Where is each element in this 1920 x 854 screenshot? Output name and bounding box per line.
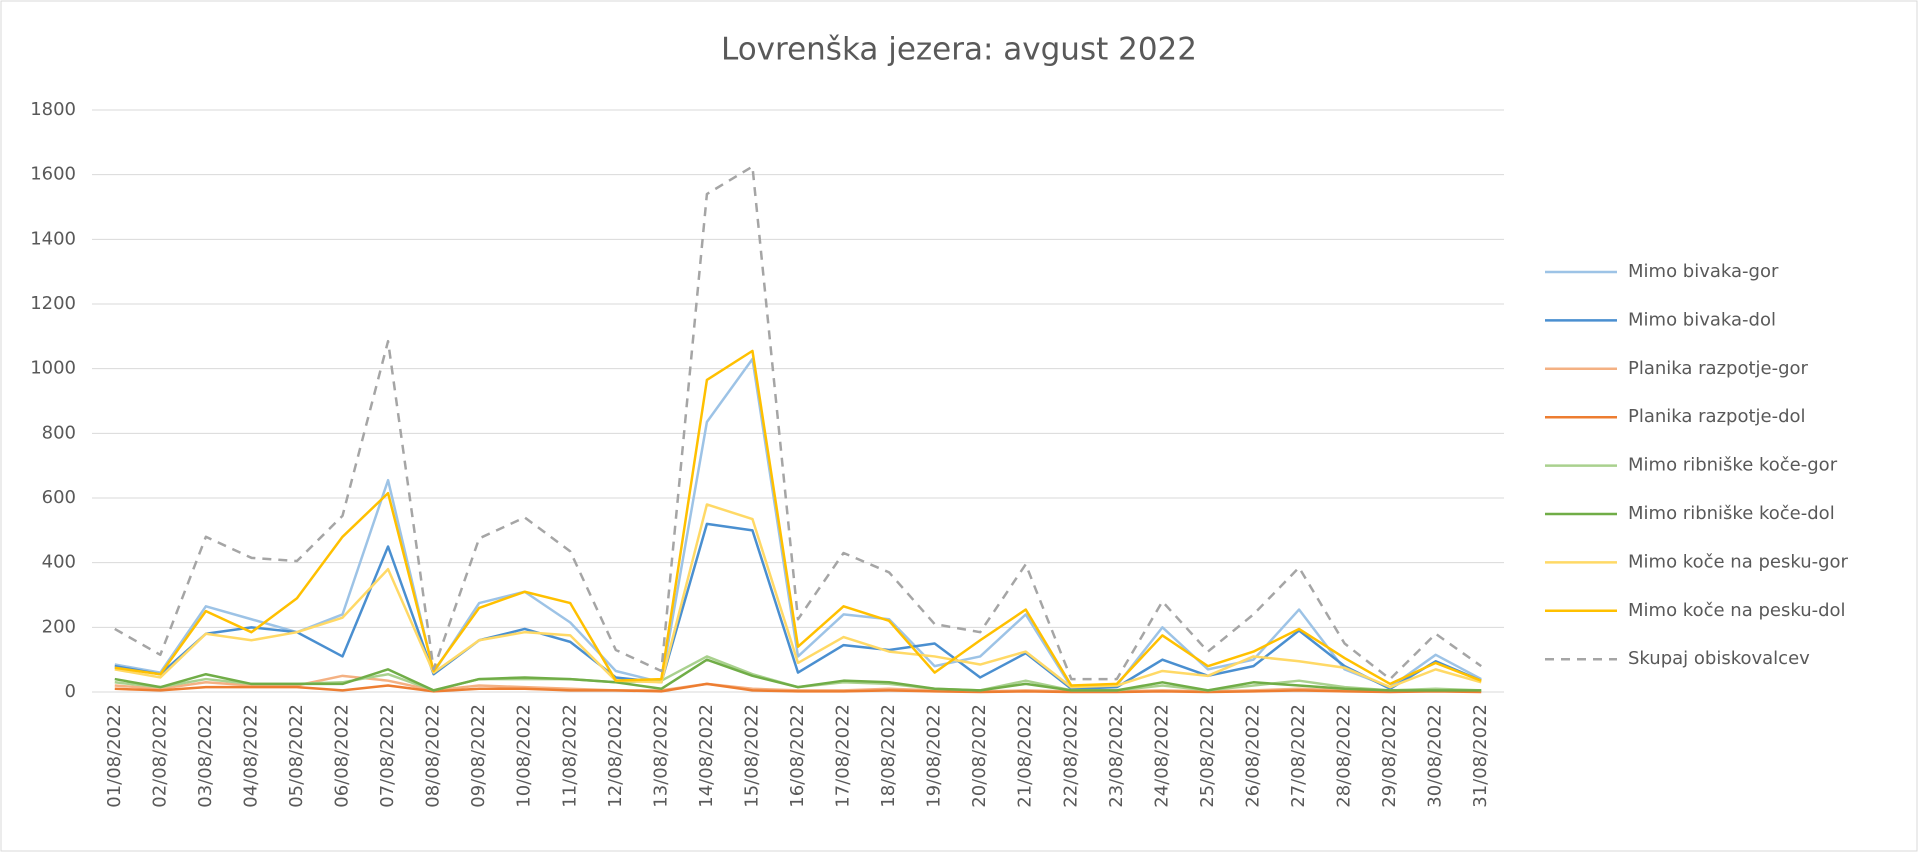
x-tick-label: 31/08/2022 bbox=[1470, 704, 1491, 808]
x-tick-label: 13/08/2022 bbox=[650, 704, 671, 808]
x-tick-label: 12/08/2022 bbox=[605, 704, 626, 808]
legend-label: Skupaj obiskovalcev bbox=[1628, 648, 1810, 669]
x-tick-label: 09/08/2022 bbox=[468, 704, 489, 808]
legend-label: Mimo koče na pesku-gor bbox=[1628, 551, 1849, 572]
x-tick-label: 25/08/2022 bbox=[1197, 704, 1218, 808]
x-tick-label: 08/08/2022 bbox=[423, 704, 444, 808]
x-tick-label: 02/08/2022 bbox=[149, 704, 170, 808]
x-tick-label: 21/08/2022 bbox=[1015, 704, 1036, 808]
legend-label: Mimo ribniške koče-dol bbox=[1628, 503, 1835, 524]
x-tick-label: 22/08/2022 bbox=[1060, 704, 1081, 808]
chart-title: Lovrenška jezera: avgust 2022 bbox=[721, 32, 1197, 68]
x-tick-label: 07/08/2022 bbox=[377, 704, 398, 808]
x-tick-label: 05/08/2022 bbox=[286, 704, 307, 808]
series-line bbox=[114, 522, 1482, 691]
series-line bbox=[114, 357, 1482, 689]
x-tick-label: 26/08/2022 bbox=[1242, 704, 1263, 808]
y-tick-label: 1800 bbox=[30, 99, 76, 120]
legend-label: Mimo ribniške koče-gor bbox=[1628, 455, 1838, 476]
x-tick-label: 19/08/2022 bbox=[924, 704, 945, 808]
series-line bbox=[114, 503, 1482, 689]
x-tick-label: 17/08/2022 bbox=[833, 704, 854, 808]
x-tick-label: 14/08/2022 bbox=[696, 704, 717, 808]
x-tick-label: 18/08/2022 bbox=[878, 704, 899, 808]
x-tick-label: 27/08/2022 bbox=[1288, 704, 1309, 808]
y-tick-label: 1400 bbox=[30, 228, 76, 249]
y-tick-label: 1600 bbox=[30, 164, 76, 185]
x-tick-label: 29/08/2022 bbox=[1379, 704, 1400, 808]
series-line bbox=[114, 165, 1482, 681]
series-line bbox=[114, 682, 1482, 694]
legend-label: Mimo bivaka-dol bbox=[1628, 309, 1776, 330]
legend-label: Mimo koče na pesku-dol bbox=[1628, 600, 1846, 621]
x-tick-label: 23/08/2022 bbox=[1106, 704, 1127, 808]
x-tick-label: 15/08/2022 bbox=[741, 704, 762, 808]
y-tick-label: 1200 bbox=[30, 293, 76, 314]
x-tick-label: 16/08/2022 bbox=[787, 704, 808, 808]
x-tick-label: 20/08/2022 bbox=[969, 704, 990, 808]
series-line bbox=[114, 349, 1482, 687]
y-tick-label: 200 bbox=[42, 616, 76, 637]
y-tick-label: 400 bbox=[42, 552, 76, 573]
y-tick-label: 600 bbox=[42, 487, 76, 508]
y-tick-label: 800 bbox=[42, 422, 76, 443]
legend-label: Mimo bivaka-gor bbox=[1628, 261, 1779, 282]
x-tick-label: 28/08/2022 bbox=[1334, 704, 1355, 808]
x-tick-label: 10/08/2022 bbox=[514, 704, 535, 808]
x-tick-label: 03/08/2022 bbox=[195, 704, 216, 808]
x-tick-label: 06/08/2022 bbox=[332, 704, 353, 808]
x-tick-label: 30/08/2022 bbox=[1425, 704, 1446, 808]
x-tick-label: 11/08/2022 bbox=[559, 704, 580, 808]
x-tick-label: 24/08/2022 bbox=[1151, 704, 1172, 808]
legend-label: Planika razpotje-dol bbox=[1628, 406, 1806, 427]
y-tick-label: 0 bbox=[65, 681, 76, 702]
x-tick-label: 04/08/2022 bbox=[240, 704, 261, 808]
legend-label: Planika razpotje-gor bbox=[1628, 358, 1809, 379]
y-tick-label: 1000 bbox=[30, 358, 76, 379]
x-tick-label: 01/08/2022 bbox=[104, 704, 125, 808]
series-line bbox=[114, 658, 1482, 692]
